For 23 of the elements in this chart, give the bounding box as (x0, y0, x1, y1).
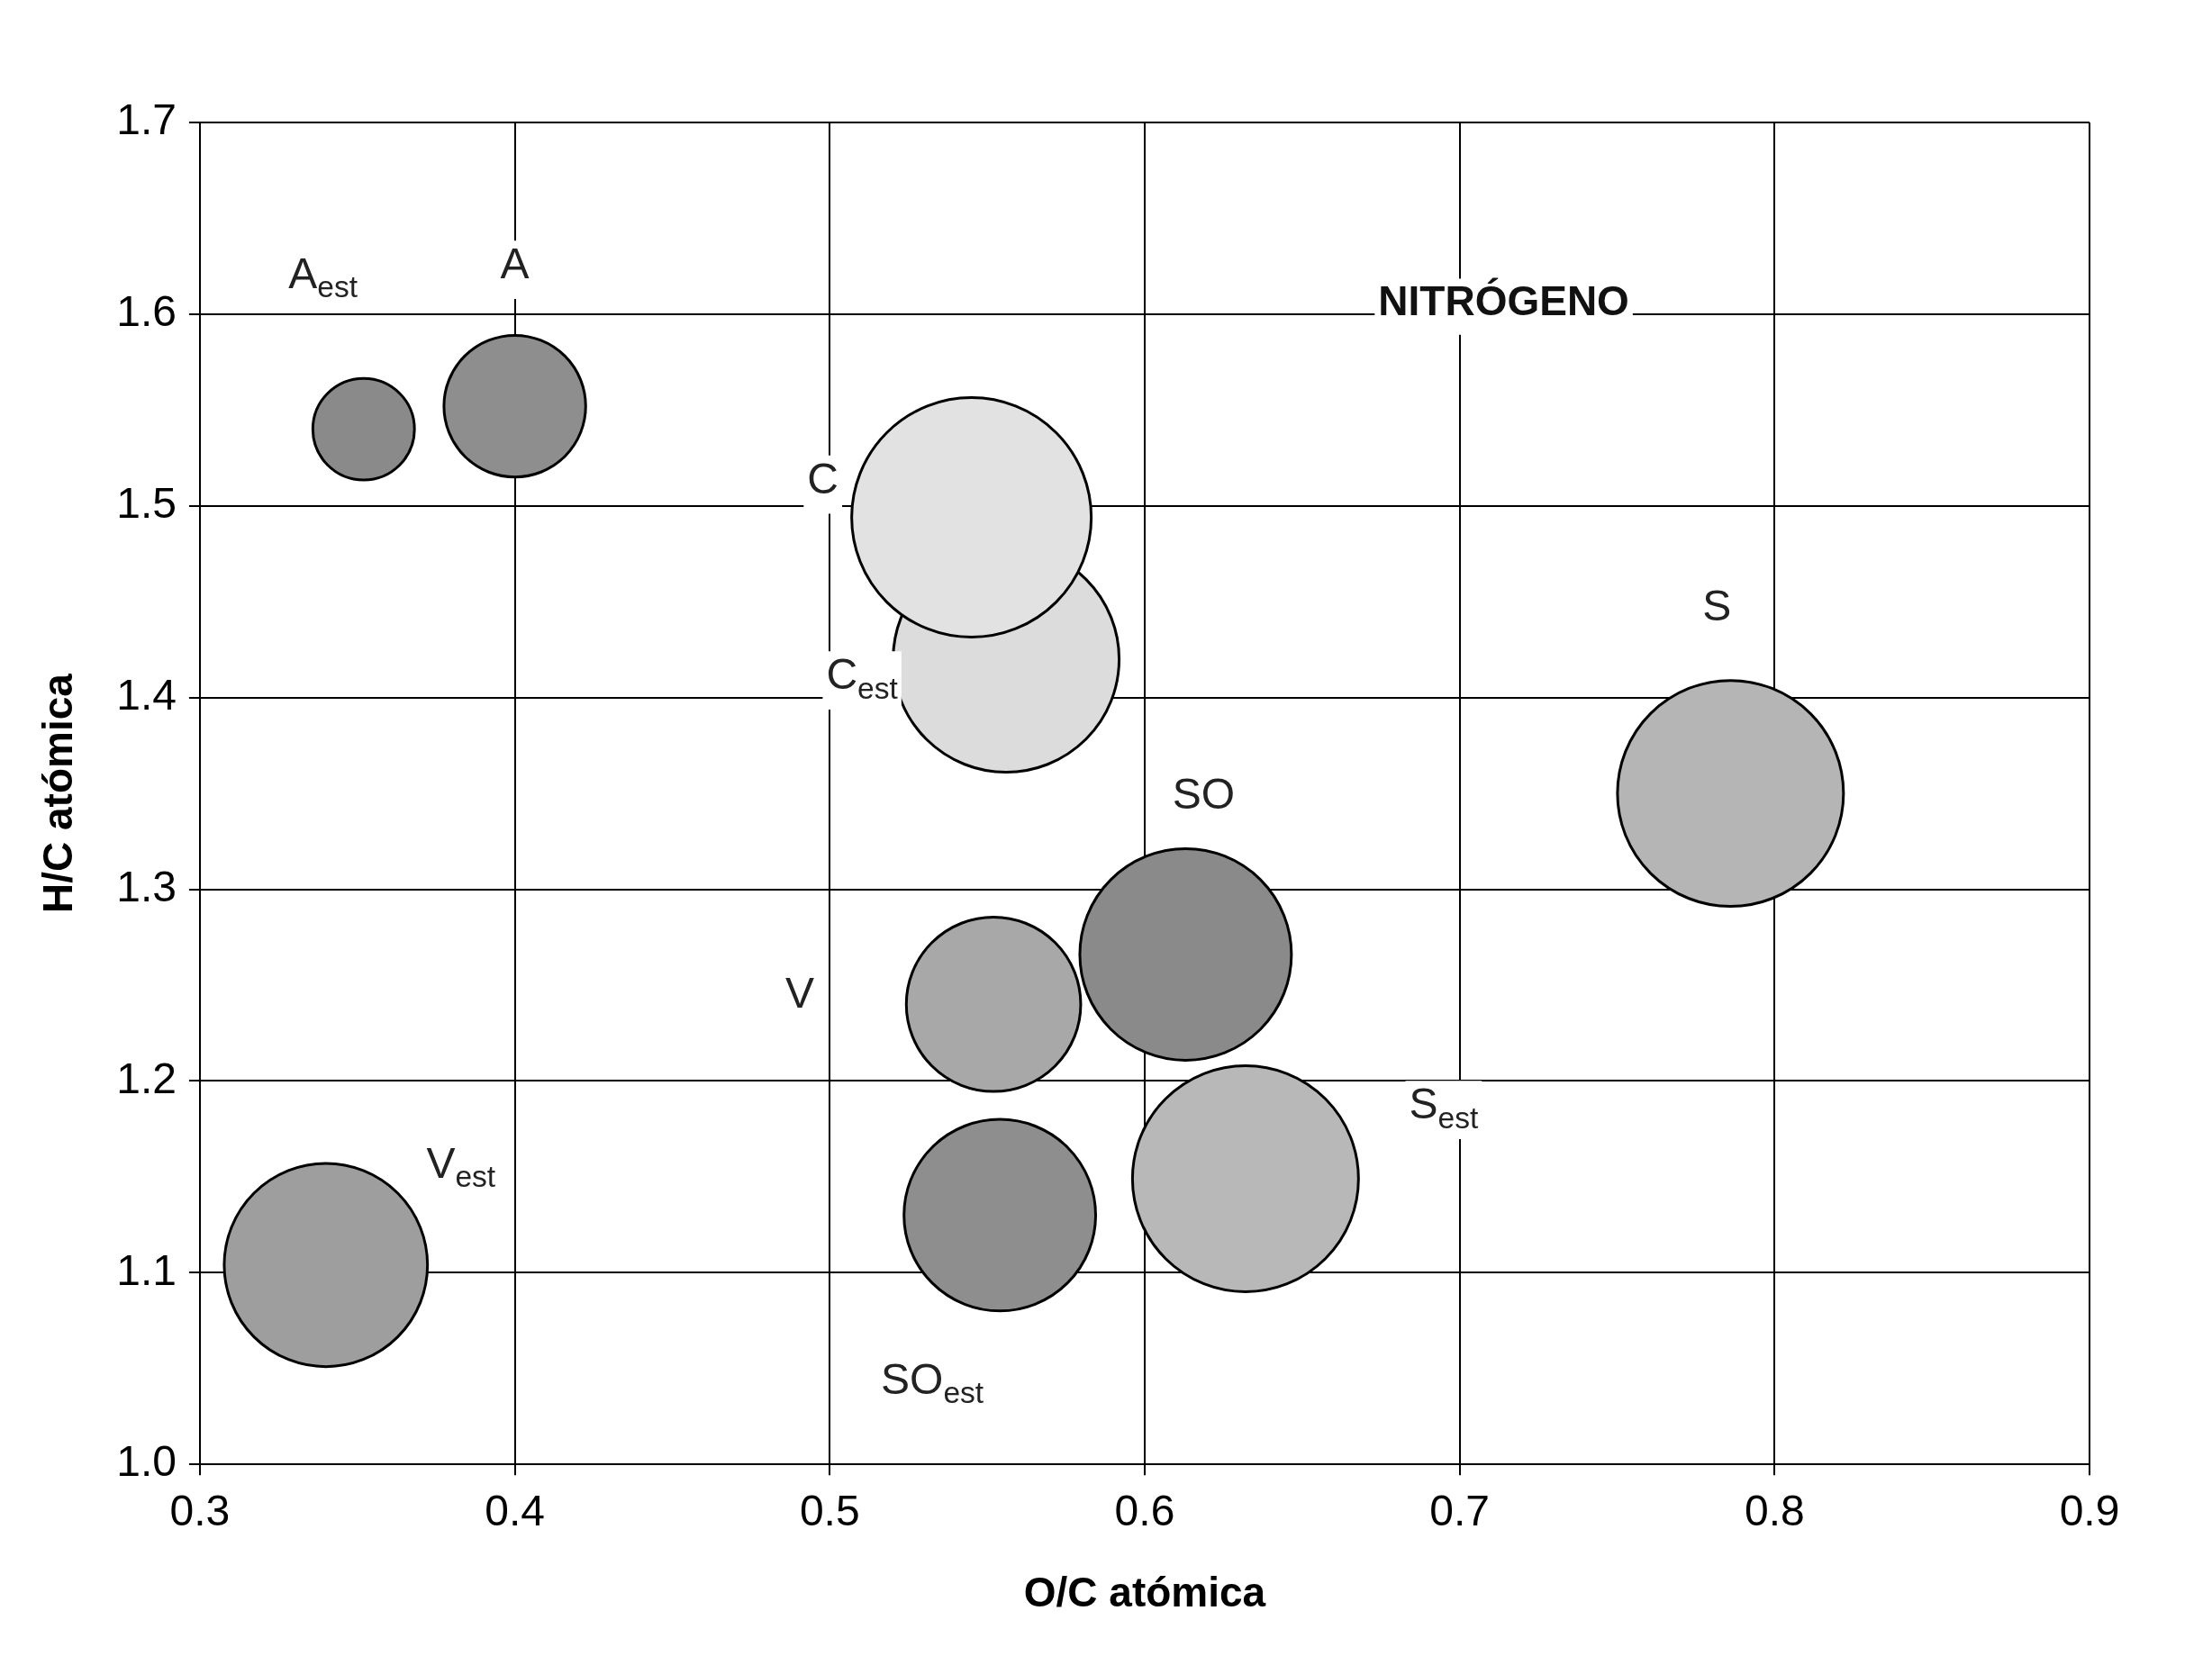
y-tick-label: 1.3 (116, 862, 177, 910)
series-label: SO (1172, 770, 1236, 819)
series-label: S (1702, 582, 1732, 630)
x-tick-label: 0.3 (169, 1487, 231, 1535)
y-tick-label: 1.2 (116, 1054, 177, 1102)
y-tick-label: 1.1 (116, 1245, 177, 1294)
y-tick-label: 1.7 (116, 95, 177, 144)
x-tick-label: 0.5 (799, 1487, 860, 1535)
y-tick-label: 1.6 (116, 287, 177, 336)
series-label: A (500, 240, 530, 288)
x-tick-label: 0.6 (1114, 1487, 1175, 1535)
annotation: NITRÓGENO (1378, 276, 1629, 324)
y-axis-title: H/C atómica (34, 673, 82, 914)
y-tick-label: 1.4 (116, 670, 177, 719)
text: V (785, 968, 815, 1017)
y-tick-label: 1.5 (116, 479, 177, 528)
y-tick-label: 1.0 (116, 1437, 177, 1486)
x-tick-label: 0.7 (1429, 1487, 1491, 1535)
x-tick-label: 0.9 (2059, 1487, 2120, 1535)
x-axis-title: O/C atómica (1023, 1569, 1266, 1616)
series-label: C (807, 454, 839, 502)
x-tick-label: 0.4 (485, 1487, 545, 1535)
x-tick-label: 0.8 (1744, 1487, 1805, 1535)
